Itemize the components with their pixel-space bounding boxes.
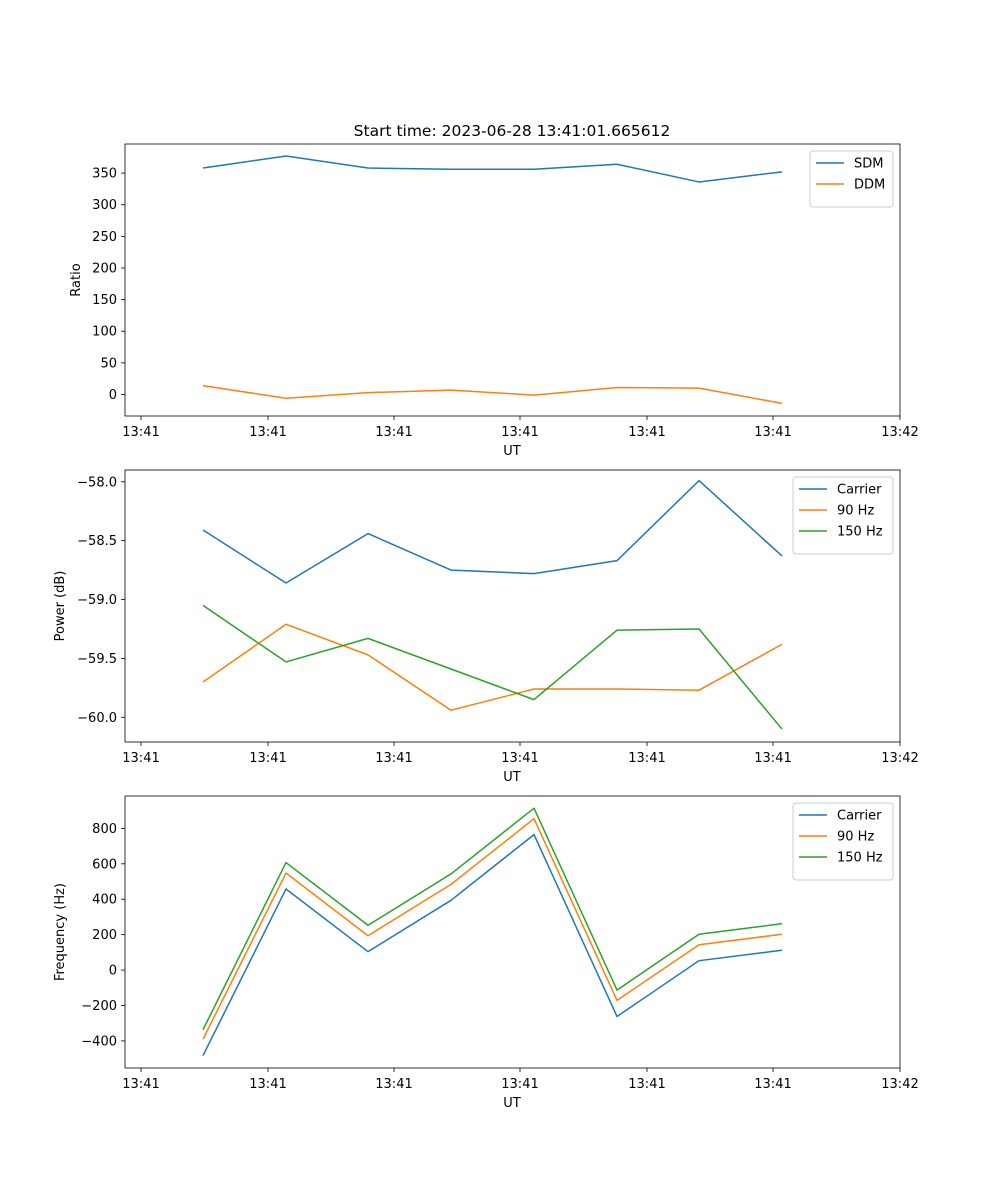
legend-frame	[792, 802, 894, 881]
legend-label: 150 Hz	[837, 851, 883, 866]
x-tick-label: 13:41	[754, 425, 791, 440]
axes-frame	[124, 469, 901, 743]
x-tick-label: 13:41	[628, 425, 665, 440]
y-tick-label: 150	[92, 293, 117, 308]
y-tick-label: 0	[109, 964, 117, 979]
series-line-90-hz	[202, 817, 783, 1040]
legend-label: 150 Hz	[837, 525, 883, 540]
x-tick-label: 13:41	[375, 1077, 412, 1092]
legend: SDM DDM	[809, 150, 894, 208]
chart-panel-2: 13:41 13:41 13:41 13:41 13:41 13:41 13:42 −60.0…	[53, 469, 919, 785]
y-tick-label: 50	[100, 356, 117, 371]
x-tick-label: 13:41	[501, 425, 538, 440]
x-tick-label: 13:42	[881, 1077, 918, 1092]
y-tick-label: 100	[92, 325, 117, 340]
x-tick-label: 13:41	[375, 425, 412, 440]
legend: Carrier 90 Hz 150 Hz	[792, 802, 894, 881]
y-tick-label: −59.5	[77, 652, 117, 667]
y-tick-label: −58.5	[77, 534, 117, 549]
y-tick-label: −400	[81, 1034, 117, 1049]
series-line-150-hz	[202, 604, 783, 730]
y-tick-label: 600	[92, 857, 117, 872]
chart-panel-3: 13:41 13:41 13:41 13:41 13:41 13:41 13:42 −400 −…	[53, 795, 919, 1111]
y-tick-label: 400	[92, 893, 117, 908]
y-tick-label: −200	[81, 999, 117, 1014]
legend-label: 90 Hz	[837, 830, 874, 845]
x-tick-label: 13:41	[501, 751, 538, 766]
y-tick-label: −58.0	[77, 475, 117, 490]
x-axis-label: UT	[503, 1096, 521, 1111]
x-axis-label: UT	[503, 770, 521, 785]
y-tick-label: 800	[92, 822, 117, 837]
x-tick-label: 13:41	[122, 425, 159, 440]
x-tick-label: 13:41	[122, 1077, 159, 1092]
legend-frame	[809, 150, 894, 208]
x-tick-label: 13:41	[249, 425, 286, 440]
y-tick-label: −59.0	[77, 593, 117, 608]
x-axis-label: UT	[503, 444, 521, 459]
x-tick-label: 13:42	[881, 751, 918, 766]
axes-frame	[124, 143, 901, 417]
series-line-carrier	[202, 479, 783, 584]
legend-frame	[792, 476, 894, 555]
legend-label: SDM	[854, 157, 883, 172]
y-tick-label: 250	[92, 230, 117, 245]
series-line-ddm	[202, 384, 783, 405]
y-tick-label: 200	[92, 261, 117, 276]
y-tick-label: 0	[109, 388, 117, 403]
y-tick-label: 350	[92, 167, 117, 182]
x-tick-label: 13:41	[754, 751, 791, 766]
y-axis-label: Frequency (Hz)	[53, 883, 68, 981]
axes-frame	[124, 795, 901, 1069]
y-tick-label: 300	[92, 198, 117, 213]
chart-panel-1: 13:41 13:41 13:41 13:41 13:41 13:41 13:42 0 50 10…	[69, 143, 919, 459]
series-line-90-hz	[202, 623, 783, 711]
legend: Carrier 90 Hz 150 Hz	[792, 476, 894, 555]
x-tick-label: 13:41	[628, 751, 665, 766]
x-tick-label: 13:41	[249, 1077, 286, 1092]
legend-label: DDM	[854, 178, 885, 193]
y-tick-label: −60.0	[77, 711, 117, 726]
legend-label: Carrier	[837, 483, 882, 498]
x-tick-label: 13:41	[628, 1077, 665, 1092]
legend-label: Carrier	[837, 809, 882, 824]
series-line-150-hz	[202, 807, 783, 1031]
x-tick-label: 13:41	[501, 1077, 538, 1092]
legend-label: 90 Hz	[837, 504, 874, 519]
y-axis-label: Ratio	[69, 263, 84, 296]
y-tick-label: 200	[92, 928, 117, 943]
x-tick-label: 13:42	[881, 425, 918, 440]
figure-title: Start time: 2023-06-28 13:41:01.665612	[354, 122, 671, 140]
x-tick-label: 13:41	[249, 751, 286, 766]
x-tick-label: 13:41	[754, 1077, 791, 1092]
series-line-sdm	[202, 155, 783, 183]
x-tick-label: 13:41	[375, 751, 412, 766]
series-line-carrier	[202, 833, 783, 1056]
y-axis-label: Power (dB)	[53, 571, 68, 642]
x-tick-label: 13:41	[122, 751, 159, 766]
